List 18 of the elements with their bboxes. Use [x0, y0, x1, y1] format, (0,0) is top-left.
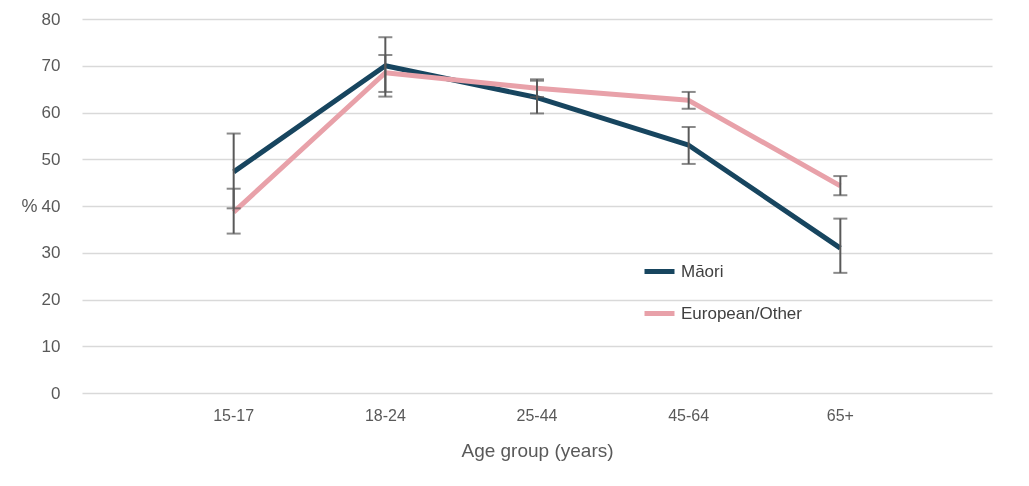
y-axis-title: % — [21, 195, 38, 216]
y-tick-label: 0 — [51, 383, 61, 403]
y-tick-label: 40 — [41, 196, 61, 216]
y-tick-label: 50 — [41, 149, 61, 169]
x-tick-label: 25-44 — [516, 406, 558, 424]
y-tick-label: 70 — [41, 56, 61, 76]
y-tick-label: 10 — [41, 336, 61, 356]
x-tick-label: 18-24 — [364, 406, 406, 424]
y-tick-label: 80 — [41, 9, 61, 29]
x-tick-label: 65+ — [826, 406, 854, 424]
y-tick-label: 60 — [41, 103, 61, 122]
x-axis-title: Age group (years) — [461, 439, 614, 461]
y-tick-label: 20 — [41, 290, 61, 309]
legend-label: European/Other — [681, 303, 803, 323]
x-tick-label: 15-17 — [213, 406, 255, 424]
x-tick-label: 45-64 — [668, 406, 710, 424]
y-tick-label: 30 — [41, 243, 61, 263]
legend-label: Māori — [681, 261, 724, 281]
